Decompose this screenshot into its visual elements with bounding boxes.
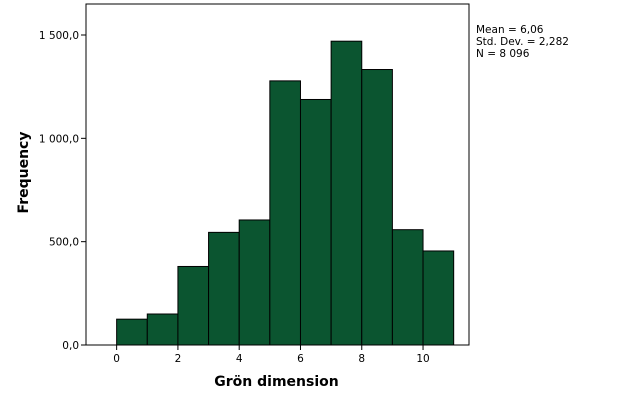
histogram-bar [330, 40, 363, 346]
y-tick-label: 1 500,0 [39, 30, 79, 42]
histogram-bars [116, 40, 455, 346]
y-axis-title: Frequency [16, 132, 32, 214]
histogram-bar [146, 313, 179, 346]
x-tick-label: 8 [358, 353, 365, 365]
histogram-bar [391, 229, 424, 346]
x-tick-label: 4 [236, 353, 243, 365]
x-tick-label: 6 [297, 353, 304, 365]
histogram-bar [299, 98, 332, 346]
x-tick-label: 10 [416, 353, 429, 365]
n-stat: N = 8 096 [476, 48, 530, 60]
histogram-bar [116, 318, 148, 346]
y-tick-label: 1 000,0 [39, 133, 79, 145]
plot-frame [85, 3, 470, 346]
x-axis-ticks: 0 2 4 6 8 10 [113, 345, 430, 365]
y-tick-label: 500,0 [49, 237, 79, 249]
histogram-bar [269, 80, 301, 346]
histogram-bar [177, 265, 210, 346]
histogram-bar [422, 250, 455, 346]
y-tick-label: 0,0 [62, 340, 79, 352]
mean-stat: Mean = 6,06 [476, 24, 544, 36]
x-tick-label: 0 [113, 353, 120, 365]
statistics-box: Mean = 6,06 Std. Dev. = 2,282 N = 8 096 [476, 24, 569, 60]
histogram-bar [361, 69, 393, 346]
std-dev-stat: Std. Dev. = 2,282 [476, 36, 569, 48]
x-axis-title: Grön dimension [214, 374, 338, 390]
y-axis-ticks: 0,0 500,0 1 000,0 1 500,0 [39, 30, 86, 352]
histogram-bar [238, 219, 271, 346]
histogram-bar [208, 231, 240, 346]
x-tick-label: 2 [175, 353, 182, 365]
